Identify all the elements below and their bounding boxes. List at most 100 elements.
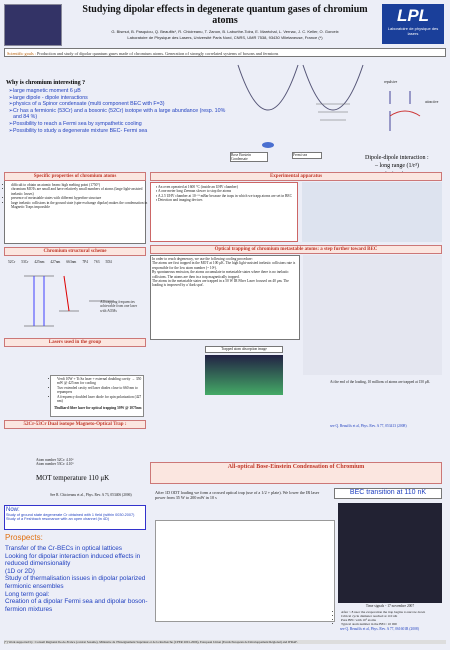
- dipole-title: Dipole-dipole interaction :: [365, 155, 429, 161]
- list-item: In order to reach degeneracy, we use the…: [152, 257, 253, 261]
- list-item: 5D4: [105, 260, 112, 264]
- header-image: [4, 4, 62, 46]
- list-item: Two extended cavity red laser diodes clo…: [57, 386, 147, 395]
- now-list: Study of ground state degenerate Cr obta…: [6, 513, 144, 521]
- fermi-label: Fermi sea: [292, 152, 322, 159]
- list-item: 425nm: [34, 260, 45, 264]
- section-title: Experimental apparatus: [150, 172, 442, 181]
- list-item: 7P4: [82, 260, 88, 264]
- list-item: The atoms are first trapped in the MOT a…: [152, 261, 296, 270]
- bec-transition: BEC transition at 110 nK: [334, 488, 442, 499]
- prospects-title: Prospects:: [5, 533, 43, 542]
- list-item: chromium MOTs are small and have relativ…: [11, 187, 149, 196]
- now-box: Now: Study of ground state degenerate Cr …: [4, 505, 146, 530]
- list-item: 427nm: [50, 260, 61, 264]
- list-item: Study of a Feshbach resonance with an op…: [6, 517, 110, 521]
- section-title: 52Cr-53Cr Dual isotope Magneto-Optical T…: [4, 420, 146, 429]
- repulsive: repulsive: [384, 80, 398, 84]
- list-item: physics of a Spinor condensate (multi co…: [13, 101, 228, 108]
- affiliation: Laboratoire de Physique des Lasers, Univ…: [127, 35, 323, 40]
- logo: LPL Laboratoire de physique des lasers: [382, 4, 444, 44]
- bec-image: [338, 503, 442, 603]
- dipole-diagram: [389, 91, 421, 131]
- list-item: Typical atom number in the BEC: 10 000: [341, 622, 449, 626]
- caption: Trapped atom absorption image: [205, 346, 283, 353]
- logo-subtitle: Laboratoire de physique des lasers: [387, 26, 439, 36]
- level-scheme: [24, 275, 114, 327]
- list-item: Transfer of the Cr-BECs in optical latti…: [5, 545, 122, 552]
- why-list: large magnetic moment 6 μBlarge dipole -…: [8, 88, 228, 134]
- list-item: Creation of a dipolar Fermi sea and dipo…: [5, 598, 148, 613]
- optical-ref: see Q. Beaufils et al, Phys. Rev. A 77, …: [330, 424, 407, 428]
- bec-ref: see Q. Beaufils et al, Phys. Rev. A 77, …: [340, 627, 419, 631]
- list-item: 7S3: [93, 260, 100, 264]
- list-item: The atoms in the metastable states are t…: [152, 279, 289, 288]
- list-item: 52Cr: [8, 260, 16, 264]
- list-item: large magnetic moment 6 μB: [13, 88, 228, 95]
- apparatus-list: An oven operated at 1600 °C (inside an U…: [153, 185, 300, 203]
- list-item: A 2.5 UHV chamber at 10⁻¹¹ mBar because …: [158, 194, 300, 198]
- optical-result: At the end of the loading, 10 millions o…: [330, 380, 431, 384]
- authors: G. Bismut, B. Pasquiou, Q. Beaufils*, R.…: [111, 29, 339, 34]
- lasers-extra: Thulliard fiber laser for optical trappi…: [54, 406, 142, 410]
- title: Studying dipolar effects in degenerate q…: [82, 4, 368, 26]
- list-item: presence of metastable states with diffe…: [11, 196, 149, 200]
- apparatus-box: [150, 182, 298, 242]
- specific-list: difficult to obtain an atomic beam: high…: [6, 183, 149, 209]
- bec-list: After ~ 8 nsec the evaporation the trap …: [336, 610, 449, 626]
- list-item: large dipole - dipole interactions: [13, 95, 228, 102]
- prospects-text: Transfer of the Cr-BECs in optical latti…: [5, 545, 150, 613]
- list-item: Critical cycle diameter reached at 110 n…: [341, 614, 449, 618]
- logo-name: LPL: [396, 6, 430, 25]
- list-item: Possibility to study a degenerate mixtur…: [13, 128, 228, 135]
- bec-intro: After 1D ODT loading we form a crossed o…: [155, 490, 320, 500]
- list-item: Possibility to reach a Fermi sea by symp…: [13, 121, 228, 128]
- list-item: A frequency doubled laser diode for spin…: [57, 395, 147, 404]
- list-item: (1D or 2D): [5, 567, 35, 575]
- list-item: Atom number 53Cr: 4.10⁵: [36, 462, 74, 467]
- list-item: large inelastic collisions in the ground…: [11, 201, 149, 210]
- section-title: Specific properties of chromium atoms: [4, 172, 146, 181]
- list-item: Atom number 52Cr: 4.10⁶: [36, 458, 74, 462]
- level-labels: 52Cr 53Cr 425nm 427nm 663nm 7P4 7S3 5D4: [8, 260, 144, 264]
- apparatus-image: [302, 182, 442, 242]
- list-item: Pure BEC with 10⁵ atoms: [341, 618, 449, 622]
- bec-plots: [155, 520, 335, 622]
- section-title: Optical trapping of chromium metastable …: [150, 245, 442, 254]
- structure-note: All trapping frequencies achievable from…: [100, 300, 138, 313]
- footer: (*) Work supported by : Conseil Régional…: [4, 640, 446, 645]
- diagram-wells: [237, 64, 364, 148]
- optical-image: [303, 255, 442, 375]
- absorption-image: [205, 355, 283, 395]
- lasers-list: Verdi 10W + Ti:Sa laser + external doubl…: [52, 377, 147, 403]
- goals-label: Scientific goals :: [7, 51, 36, 56]
- optical-text: In order to reach degeneracy, we use the…: [152, 257, 298, 288]
- section-title: All-optical Bose-Einstein Condensation o…: [150, 462, 442, 484]
- attractive: attractive: [425, 100, 439, 104]
- list-item: By spontaneous emission, the atoms accum…: [152, 270, 289, 279]
- list-item: Looking for dipolar interaction induced …: [5, 552, 141, 568]
- mot-temperature: MOT temperature 110 μK: [36, 474, 110, 482]
- list-item: A one meter long Zeeman slower to stop t…: [158, 189, 300, 193]
- list-item: 53Cr: [21, 260, 29, 264]
- list-item: 663nm: [66, 260, 77, 264]
- lasers-box: [50, 375, 144, 417]
- list-item: Detection and imaging devices: [158, 198, 300, 202]
- list-item: Cr has a fermionic (53Cr) and a bosonic …: [13, 108, 228, 121]
- bec-caption: Time signals - 17 novembre 2007: [365, 604, 415, 608]
- bec-label: Bose Einstein Condensate: [230, 152, 268, 162]
- optical-box: [150, 255, 300, 340]
- list-item: An oven operated at 1600 °C (inside an U…: [158, 185, 300, 189]
- mot-atoms: Atom number 52Cr: 4.10⁶ Atom number 53Cr:…: [36, 458, 74, 467]
- list-item: Study of thermalisation issues in dipola…: [5, 575, 146, 590]
- section-title: Lasers used in the group: [4, 338, 146, 347]
- list-item: – long range (1/r³): [375, 163, 419, 169]
- list-item: Study of ground state degenerate Cr obta…: [6, 513, 135, 517]
- section-title: Why is chromium interesting ?: [6, 80, 86, 86]
- list-item: Verdi 10W + Ti:Sa laser + external doubl…: [57, 377, 147, 386]
- mot-ref: See R. Chicireanu et al., Phys. Rev. A 7…: [50, 493, 132, 497]
- goals-text: Production and study of dipolar quantum …: [36, 51, 279, 56]
- list-item: After ~ 8 nsec the evaporation the trap …: [341, 610, 449, 614]
- now-title: Now:: [6, 507, 20, 513]
